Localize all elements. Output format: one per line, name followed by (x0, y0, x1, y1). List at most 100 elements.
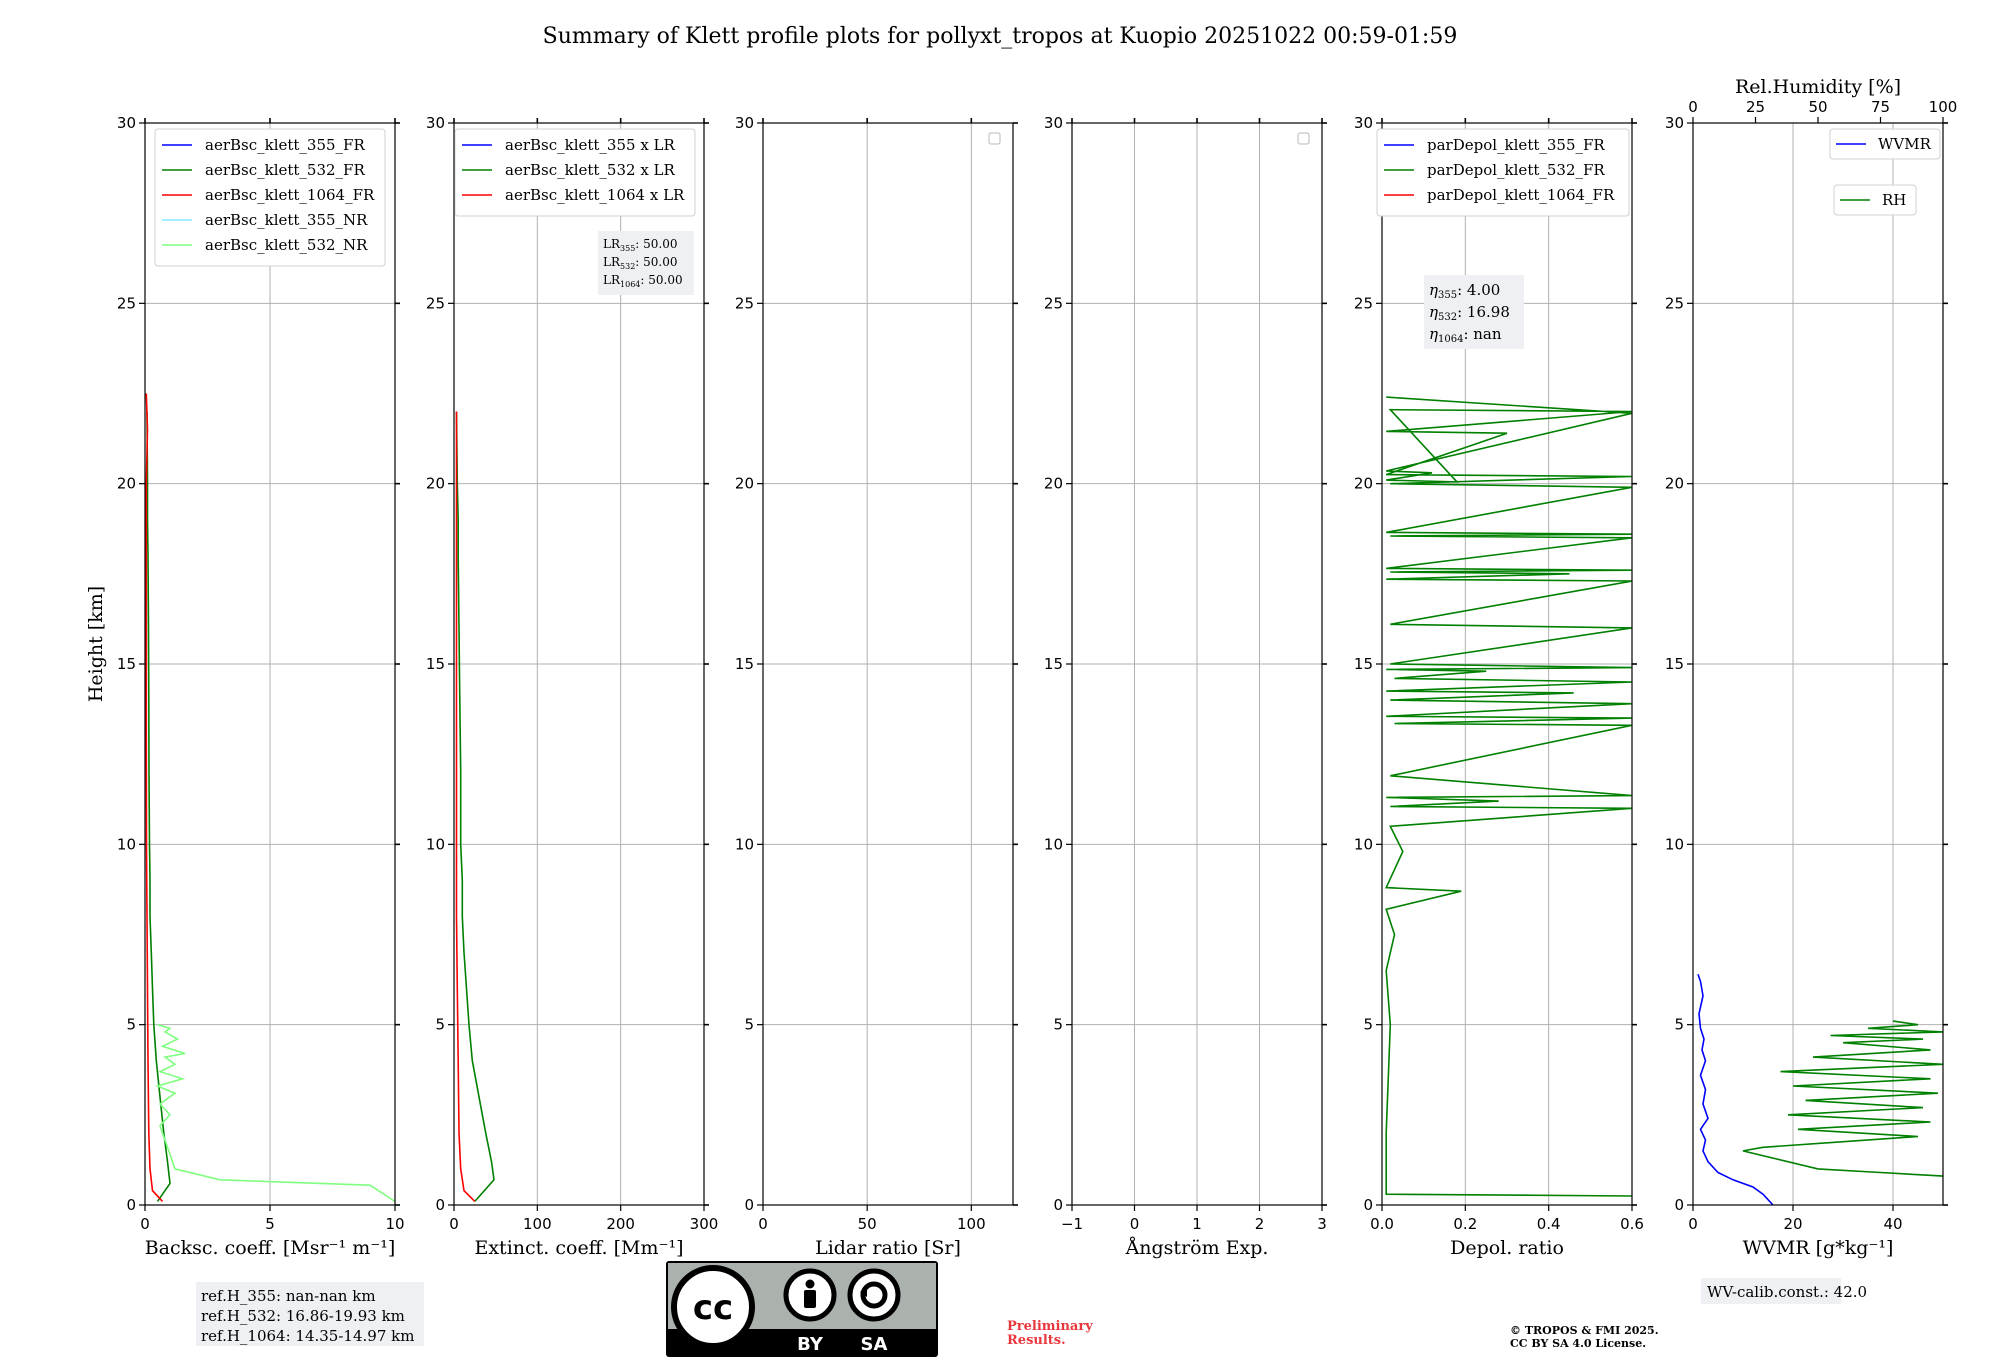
legend-frame (454, 128, 696, 217)
cc-license-badge: cc BY SA (666, 1261, 938, 1357)
eta-1064: η1064: nan (1429, 325, 1502, 345)
y-tick-label: 20 (735, 475, 754, 493)
legend: parDepol_klett_355_FR parDepol_klett_532_… (1376, 128, 1630, 217)
y-tick-label: 10 (1665, 835, 1684, 853)
top-x-tick-label: 0 (1688, 98, 1698, 116)
legend-entry: WVMR (1878, 135, 1932, 153)
preliminary-line-1: Preliminary (1007, 1319, 1093, 1334)
top-x-axis-label: Rel.Humidity [%] (1735, 76, 1901, 98)
x-tick-label: 0.0 (1370, 1215, 1394, 1233)
legend-entry: aerBsc_klett_355_FR (205, 136, 365, 154)
wv-calib-const: WV-calib.const.: 42.0 (1707, 1283, 1867, 1301)
x-tick-label: 50 (858, 1215, 877, 1233)
legend-frame (1376, 128, 1630, 217)
y-tick-label: 5 (1053, 1016, 1063, 1034)
x-tick-label: 300 (690, 1215, 719, 1233)
panel-5: 0 5 10 15 20 25 30 0.0 0.2 0.4 0.6 Depol. ratio parD… (1354, 114, 1644, 1259)
lr-1064: LR1064: 50.00 (603, 273, 683, 289)
legend-entry: aerBsc_klett_355_NR (205, 211, 368, 229)
x-tick-label: 3 (1317, 1215, 1327, 1233)
y-tick-label: 30 (1044, 114, 1063, 132)
y-tick-label: 0 (435, 1196, 445, 1214)
legend-entry: parDepol_klett_355_FR (1427, 136, 1605, 154)
figure-title: Summary of Klett profile plots for polly… (543, 24, 1458, 49)
legend: aerBsc_klett_355 x LR aerBsc_klett_532 x … (454, 128, 696, 217)
y-tick-label: 15 (1665, 655, 1684, 673)
x-tick-label: 0 (140, 1215, 150, 1233)
y-tick-label: 25 (1665, 294, 1684, 312)
legend-entry: aerBsc_klett_355 x LR (505, 136, 676, 154)
empty-legend (1297, 132, 1310, 145)
y-tick-label: 25 (1044, 294, 1063, 312)
legend-frame (154, 128, 386, 267)
sa-label: SA (861, 1334, 888, 1355)
legend-entry: aerBsc_klett_532_NR (205, 236, 368, 254)
y-tick-label: 25 (1354, 294, 1373, 312)
legend-frame (1829, 128, 1941, 160)
y-tick-label: 15 (117, 655, 136, 673)
y-tick-label: 25 (117, 294, 136, 312)
top-x-tick-label: 50 (1808, 98, 1827, 116)
ref-h-355: ref.H_355: nan-nan km (201, 1287, 376, 1305)
y-tick-label: 25 (426, 294, 445, 312)
wv-calib-box: WV-calib.const.: 42.0 (1701, 1278, 1867, 1304)
y-tick-label: 0 (126, 1196, 136, 1214)
legend-entry: RH (1882, 191, 1906, 209)
share-alike-icon (847, 1268, 901, 1322)
x-tick-label: −1 (1061, 1215, 1083, 1233)
legend-entry: aerBsc_klett_1064_FR (205, 186, 375, 204)
y-axis-label: Height [km] (85, 586, 107, 702)
legend-entry: aerBsc_klett_532_FR (205, 161, 365, 179)
y-tick-label: 10 (1044, 835, 1063, 853)
copyright-line-1: © TROPOS & FMI 2025. (1510, 1324, 1659, 1337)
y-tick-label: 30 (1665, 114, 1684, 132)
x-tick-label: 0 (758, 1215, 768, 1233)
x-tick-label: 20 (1783, 1215, 1802, 1233)
y-tick-label: 0 (1674, 1196, 1684, 1214)
x-tick-label: 200 (606, 1215, 635, 1233)
y-tick-label: 5 (744, 1016, 754, 1034)
y-tick-label: 10 (1354, 835, 1373, 853)
y-tick-label: 20 (1665, 475, 1684, 493)
series-line-aerBsc_klett_1064 x LR (455, 411, 476, 1202)
x-tick-label: 0 (449, 1215, 459, 1233)
y-tick-label: 30 (426, 114, 445, 132)
legend-frame (1833, 184, 1917, 216)
eta-532: η532: 16.98 (1429, 303, 1510, 323)
x-tick-label: 5 (265, 1215, 275, 1233)
y-tick-label: 15 (735, 655, 754, 673)
lr-355: LR355: 50.00 (603, 237, 678, 253)
legend-entry: aerBsc_klett_1064 x LR (505, 186, 685, 204)
legend-entry: parDepol_klett_532_FR (1427, 161, 1605, 179)
panel-1: 0 5 10 15 20 25 30 0 5 10 Backsc. coeff. [Msr⁻¹ m⁻… (117, 114, 405, 1259)
y-tick-label: 15 (1044, 655, 1063, 673)
y-tick-label: 20 (1354, 475, 1373, 493)
y-tick-label: 20 (1044, 475, 1063, 493)
x-tick-label: 0.6 (1620, 1215, 1644, 1233)
x-tick-label: 0 (1130, 1215, 1140, 1233)
y-tick-label: 20 (117, 475, 136, 493)
series-line-aerBsc_klett_532 x LR (455, 411, 495, 1202)
series-line-aerBsc_klett_532_NR (155, 1023, 395, 1203)
x-tick-label: 100 (523, 1215, 552, 1233)
x-tick-label: 10 (385, 1215, 404, 1233)
by-label: BY (797, 1334, 824, 1355)
y-tick-label: 20 (426, 475, 445, 493)
empty-legend (988, 132, 1001, 145)
ref-h-532: ref.H_532: 16.86-19.93 km (201, 1307, 405, 1325)
y-tick-label: 10 (735, 835, 754, 853)
ref-h-1064: ref.H_1064: 14.35-14.97 km (201, 1327, 414, 1345)
y-tick-label: 30 (735, 114, 754, 132)
y-tick-label: 5 (1363, 1016, 1373, 1034)
y-tick-label: 30 (117, 114, 136, 132)
y-tick-label: 30 (1354, 114, 1373, 132)
y-tick-label: 0 (1363, 1196, 1373, 1214)
cc-text: cc (693, 1288, 733, 1328)
legend-RH: RH (1833, 184, 1917, 216)
cc-circle-icon (671, 1265, 755, 1349)
eta-box: η355: 4.00 η532: 16.98 η1064: nan (1424, 275, 1524, 349)
lr-532: LR532: 50.00 (603, 255, 678, 271)
